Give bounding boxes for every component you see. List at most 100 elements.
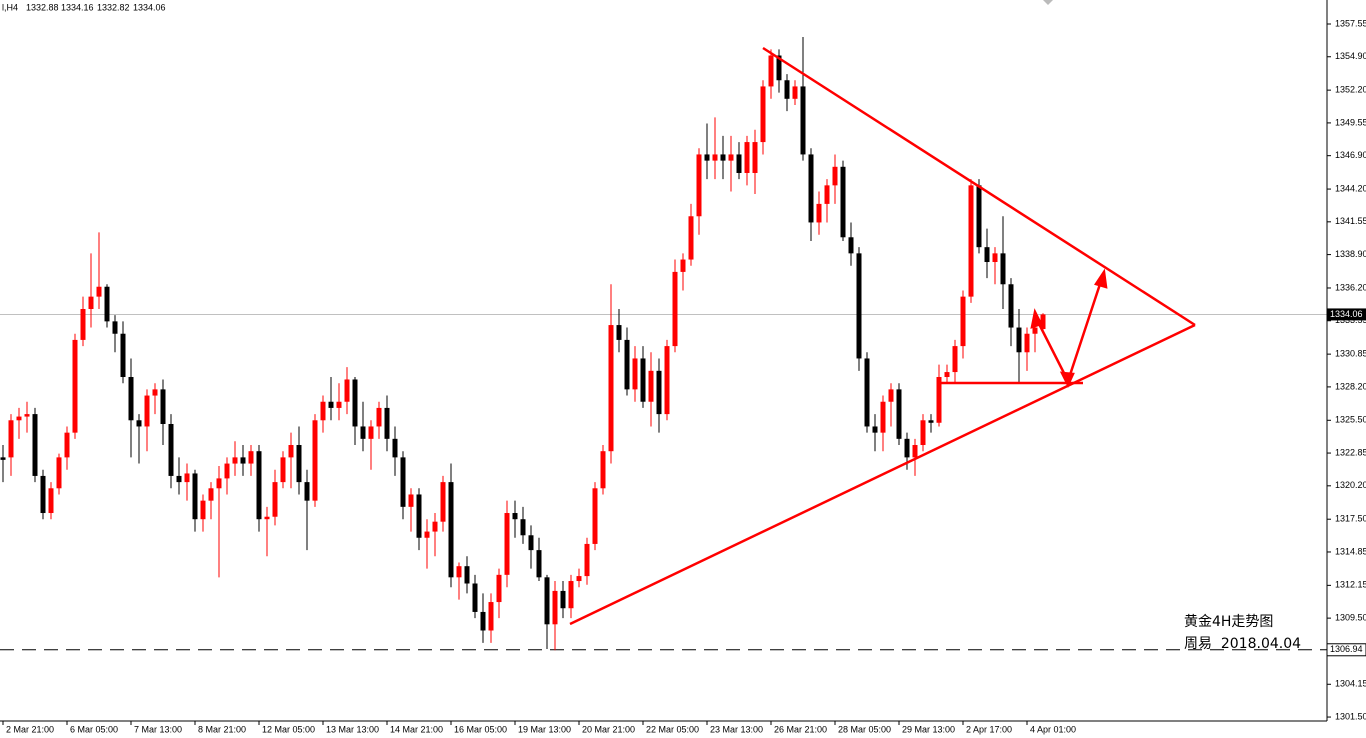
candle-body — [992, 253, 998, 263]
candle-body — [960, 296, 966, 347]
candle-body — [720, 154, 726, 161]
candle-body — [168, 423, 174, 476]
candle-body — [760, 86, 766, 143]
candle-body — [320, 401, 326, 421]
candle-body — [528, 535, 534, 551]
candle-body — [104, 286, 110, 322]
candle-body — [328, 401, 334, 408]
y-tick-label: 1314.85 — [1335, 546, 1366, 556]
candle-body — [240, 457, 246, 464]
drawings — [569, 46, 1196, 626]
candle-body — [232, 457, 238, 464]
candle-body — [704, 154, 710, 161]
candle-body — [776, 55, 782, 81]
candle-body — [48, 488, 54, 514]
arrow-head — [1094, 268, 1108, 289]
candle-body — [304, 482, 310, 501]
candle-body — [624, 339, 630, 390]
annotation: 黄金4H走势图 — [1184, 613, 1273, 630]
candle-body — [112, 321, 118, 334]
y-tick-label: 1320.20 — [1335, 480, 1366, 490]
candle-body — [152, 389, 158, 396]
candle-body — [728, 154, 734, 161]
candle-body — [16, 416, 22, 421]
price-label: 1334.06 — [1330, 309, 1363, 319]
candle-body — [976, 185, 982, 248]
candle-body — [680, 259, 686, 272]
candle-body — [896, 389, 902, 439]
candle-body — [56, 457, 62, 489]
y-tick-label: 1352.20 — [1335, 85, 1366, 95]
candle-body — [392, 438, 398, 458]
candle-body — [784, 80, 790, 99]
candle-body — [488, 602, 494, 631]
candle-body — [872, 426, 878, 433]
candle-body — [424, 531, 430, 538]
y-tick-label: 1354.90 — [1335, 51, 1366, 61]
y-tick-label: 1341.55 — [1335, 216, 1366, 226]
x-tick-label: 2 Mar 21:00 — [6, 724, 54, 734]
candle-body — [8, 420, 14, 458]
candle-body — [936, 377, 942, 423]
candle-body — [176, 475, 182, 483]
y-tick-label: 1349.55 — [1335, 117, 1366, 127]
candle-body — [520, 519, 526, 536]
arrow-head — [1030, 308, 1043, 329]
candle-body — [1024, 333, 1030, 353]
candle-body — [536, 550, 542, 578]
candle-body — [0, 457, 6, 460]
candle-body — [96, 286, 102, 297]
candle-body — [24, 414, 30, 417]
candle-body — [952, 346, 958, 373]
y-tick-label: 1317.50 — [1335, 514, 1366, 524]
candle-body — [192, 473, 198, 520]
x-tick-label: 13 Mar 13:00 — [326, 724, 379, 734]
candle-body — [504, 513, 510, 575]
x-tick-label: 4 Apr 01:00 — [1030, 724, 1076, 734]
candle-body — [712, 154, 718, 161]
annotation: 周易 2018.04.04 — [1184, 636, 1301, 652]
candle-body — [256, 451, 262, 520]
candle-body — [184, 473, 190, 483]
candle-body — [848, 237, 854, 254]
candle-body — [1008, 284, 1014, 328]
candle-body — [120, 333, 126, 378]
candle-body — [344, 379, 350, 402]
candle-body — [1032, 327, 1038, 334]
candle-body — [40, 475, 46, 514]
candle-body — [648, 370, 654, 402]
x-tick-label: 7 Mar 13:00 — [134, 724, 182, 734]
candle-body — [744, 142, 750, 173]
candle-body — [544, 577, 550, 625]
candle-body — [696, 154, 702, 217]
y-tick-label: 1304.15 — [1335, 679, 1366, 689]
x-tick-label: 22 Mar 05:00 — [646, 724, 699, 734]
candle-body — [688, 216, 694, 260]
candle-body — [640, 358, 646, 402]
candle-body — [816, 203, 822, 223]
candle-body — [600, 451, 606, 489]
x-tick-label: 6 Mar 05:00 — [70, 724, 118, 734]
candle-body — [752, 142, 758, 173]
candle-body — [456, 566, 462, 578]
candle-body — [968, 185, 974, 297]
trend-line — [762, 46, 1196, 327]
candle-body — [352, 379, 358, 427]
y-tick-label: 1312.15 — [1335, 580, 1366, 590]
candle-body — [584, 543, 590, 577]
candle-body — [80, 309, 86, 340]
candle-body — [216, 478, 222, 489]
candle-body — [864, 358, 870, 427]
candle-body — [440, 482, 446, 522]
support-label-box — [1326, 643, 1366, 657]
header-symbol: l,H4 — [2, 2, 18, 12]
candle-body — [824, 185, 830, 204]
x-tick-label: 12 Mar 05:00 — [262, 724, 315, 734]
candle-body — [200, 500, 206, 520]
candle-body — [88, 296, 94, 309]
front-layer: 1334.06 1306.94 — [1326, 308, 1366, 657]
candles — [0, 36, 1046, 651]
candle-body — [656, 370, 662, 415]
candle-body — [920, 420, 926, 446]
